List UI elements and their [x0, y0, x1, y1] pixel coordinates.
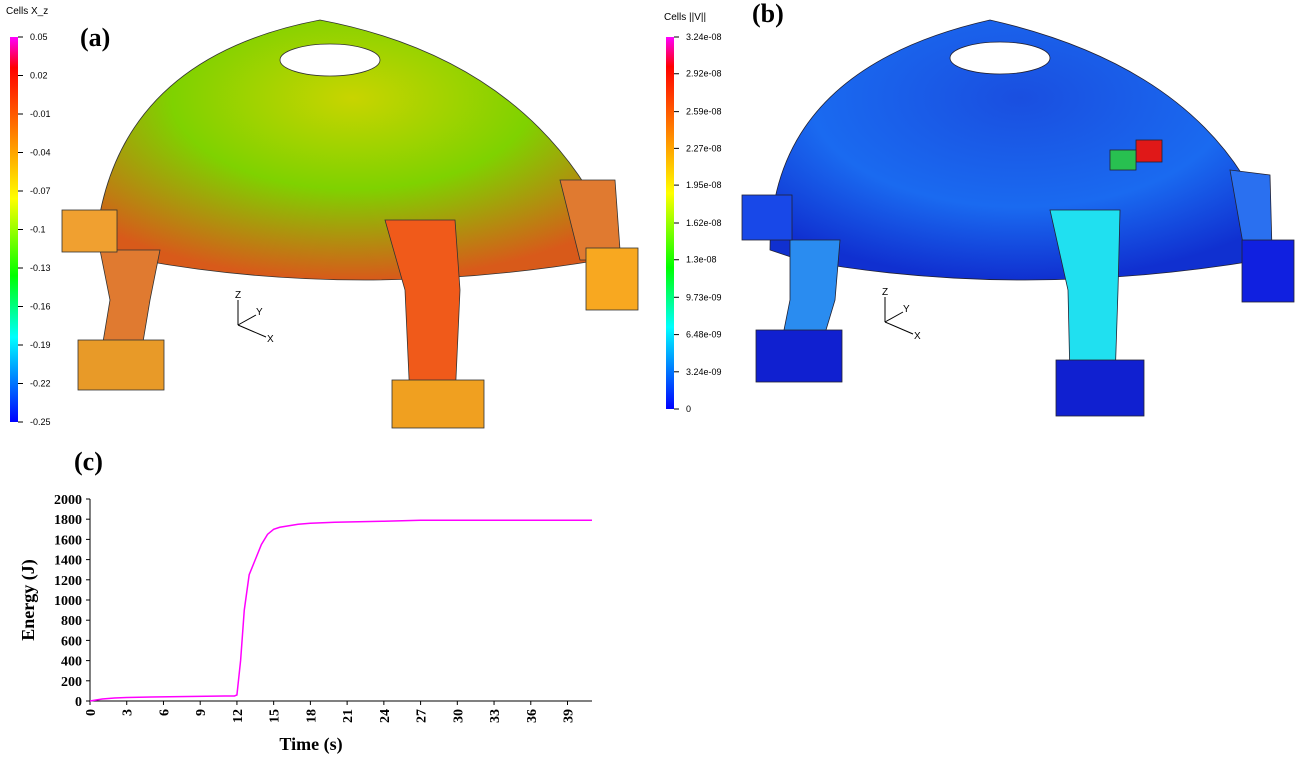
- triad-label: Z: [882, 287, 888, 298]
- triad-y: [885, 312, 903, 322]
- colorbar: [10, 37, 18, 422]
- figure: (a) Cells X_z 0.05 0.02 -0.01 -0.04 -0.07 -0.1 -…: [0, 0, 1298, 760]
- colorbar-tick-label: -0.1: [30, 225, 46, 235]
- colorbar-title: Cells X_z: [6, 6, 48, 17]
- x-tick-label: 30: [451, 709, 466, 723]
- triad-x: [885, 322, 913, 334]
- colorbar-tick-label: -0.07: [30, 186, 51, 196]
- triad-label: Z: [235, 290, 241, 301]
- y-axis-label: Energy (J): [18, 559, 39, 640]
- x-tick-label: 15: [268, 709, 283, 723]
- colorbar-tick-label: 3.24e-09: [686, 367, 722, 377]
- x-tick-label: 39: [562, 709, 577, 723]
- colorbar-tick-label: 0: [686, 404, 691, 414]
- triad-label: X: [914, 331, 921, 342]
- triad-label: Y: [256, 307, 263, 318]
- colorbar-tick-label: 2.27e-08: [686, 143, 722, 153]
- y-tick-label: 800: [61, 614, 82, 629]
- y-tick-label: 1800: [54, 513, 82, 528]
- x-tick-label: 24: [378, 709, 393, 723]
- colorbar-tick-label: 1.3e-08: [686, 255, 717, 265]
- colorbar: [666, 37, 674, 409]
- x-tick-label: 3: [121, 709, 136, 716]
- x-axis-label: Time (s): [279, 734, 342, 755]
- y-tick-label: 1600: [54, 533, 82, 548]
- y-tick-label: 400: [61, 655, 82, 670]
- panel-label: (b): [752, 0, 784, 28]
- colorbar-tick-label: 3.24e-08: [686, 32, 722, 42]
- y-tick-label: 2000: [54, 493, 82, 508]
- x-tick-label: 12: [231, 709, 246, 723]
- panel-label: (c): [74, 447, 103, 476]
- colorbar-tick-label: 2.59e-08: [686, 107, 722, 117]
- colorbar-tick-label: 2.92e-08: [686, 69, 722, 79]
- dome-render-b: [742, 20, 1294, 416]
- colorbar-tick-label: 6.48e-09: [686, 330, 722, 340]
- y-tick-label: 600: [61, 634, 82, 649]
- colorbar-tick-label: -0.25: [30, 417, 51, 427]
- triad-y: [238, 315, 256, 325]
- triad-x: [238, 325, 266, 337]
- colorbar-tick-label: 1.95e-08: [686, 180, 722, 190]
- x-tick-label: 0: [84, 709, 99, 716]
- x-tick-label: 18: [304, 709, 319, 723]
- y-tick-label: 0: [75, 695, 82, 710]
- colorbar-tick-label: -0.13: [30, 263, 51, 273]
- x-tick-label: 36: [525, 709, 540, 723]
- dome-render-a: [62, 20, 638, 428]
- y-tick-label: 1000: [54, 594, 82, 609]
- colorbar-title: Cells ||V||: [664, 12, 706, 23]
- x-tick-label: 6: [157, 709, 172, 716]
- energy-line: [90, 520, 592, 701]
- x-tick-label: 9: [194, 709, 209, 716]
- colorbar-tick-label: 0.05: [30, 32, 48, 42]
- panel-label: (a): [80, 23, 110, 52]
- colorbar-tick-label: -0.22: [30, 379, 51, 389]
- y-tick-label: 200: [61, 675, 82, 690]
- colorbar-tick-label: -0.01: [30, 109, 51, 119]
- colorbar-tick-label: 9.73e-09: [686, 292, 722, 302]
- colorbar-tick-label: 0.02: [30, 71, 48, 81]
- triad-label: X: [267, 334, 274, 345]
- colorbar-tick-label: -0.04: [30, 148, 51, 158]
- x-tick-label: 21: [341, 709, 356, 723]
- y-tick-label: 1400: [54, 554, 82, 569]
- colorbar-tick-label: -0.16: [30, 302, 51, 312]
- colorbar-tick-label: 1.62e-08: [686, 218, 722, 228]
- y-tick-label: 1200: [54, 574, 82, 589]
- x-tick-label: 27: [415, 709, 430, 723]
- colorbar-tick-label: -0.19: [30, 340, 51, 350]
- triad-label: Y: [903, 304, 910, 315]
- x-tick-label: 33: [488, 709, 503, 723]
